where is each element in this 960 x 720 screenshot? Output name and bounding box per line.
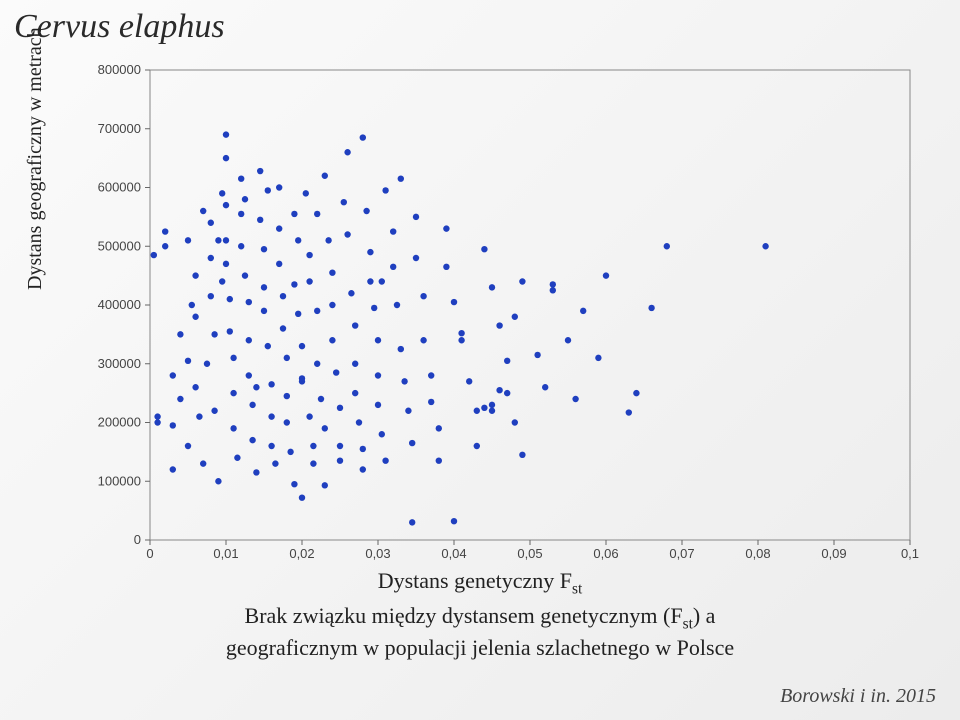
svg-text:0,09: 0,09 [821,546,846,560]
attribution: Borowski i in. 2015 [780,685,936,708]
chart-caption: Brak związku między dystansem genetyczny… [0,602,960,663]
svg-text:500000: 500000 [98,238,141,253]
y-axis-label: Dystans geograficzny w metrach [24,27,47,290]
scatter-chart: 0 100000 200000 300000 400000 500000 600000 700… [60,60,930,560]
svg-text:0,06: 0,06 [593,546,618,560]
svg-text:0: 0 [146,546,153,560]
svg-text:400000: 400000 [98,297,141,312]
svg-text:200000: 200000 [98,415,141,430]
svg-text:100000: 100000 [98,473,141,488]
svg-text:0,03: 0,03 [365,546,390,560]
svg-text:0,02: 0,02 [289,546,314,560]
svg-text:0,04: 0,04 [441,546,466,560]
svg-text:0,01: 0,01 [213,546,238,560]
svg-text:0,08: 0,08 [745,546,770,560]
svg-text:0,05: 0,05 [517,546,542,560]
x-axis-label: Dystans genetyczny Fst [0,568,960,598]
svg-text:600000: 600000 [98,180,141,195]
chart-svg: 0 100000 200000 300000 400000 500000 600000 700… [60,60,930,560]
svg-text:700000: 700000 [98,121,141,136]
svg-text:0: 0 [134,532,141,547]
svg-text:800000: 800000 [98,62,141,77]
svg-text:300000: 300000 [98,356,141,371]
svg-text:0,07: 0,07 [669,546,694,560]
svg-text:0,1: 0,1 [901,546,919,560]
